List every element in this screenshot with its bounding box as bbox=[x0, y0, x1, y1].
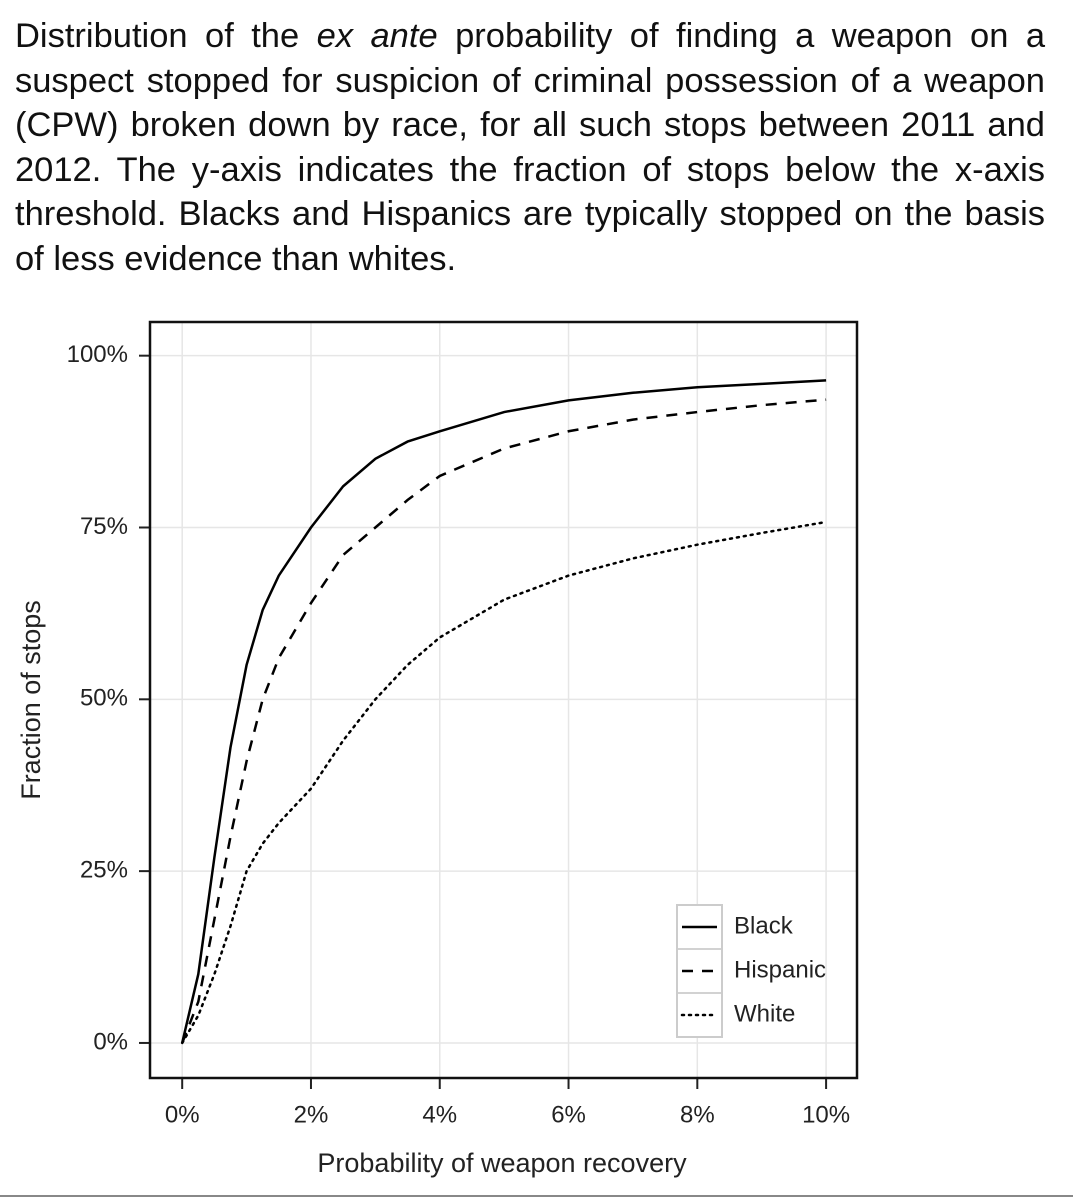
y-tick-label: 0% bbox=[93, 1028, 128, 1055]
x-tick-label: 6% bbox=[551, 1101, 586, 1128]
y-tick-label: 75% bbox=[80, 513, 128, 540]
caption-text: Distribution of the bbox=[15, 17, 317, 55]
y-axis-title: Fraction of stops bbox=[16, 600, 46, 800]
caption: Distribution of the ex ante probability … bbox=[15, 14, 1045, 282]
caption-italic: ex ante bbox=[316, 17, 438, 55]
x-tick-label: 2% bbox=[294, 1101, 329, 1128]
series-line bbox=[180, 379, 827, 1044]
legend-key bbox=[676, 992, 723, 1038]
x-tick-label: 10% bbox=[802, 1101, 850, 1128]
legend-label: Black bbox=[734, 912, 794, 939]
x-tick-label: 4% bbox=[422, 1101, 457, 1128]
series-line bbox=[181, 398, 827, 1044]
legend-label: Hispanic bbox=[734, 956, 826, 983]
y-tick-label: 25% bbox=[80, 856, 128, 883]
x-axis-title: Probability of weapon recovery bbox=[317, 1148, 687, 1178]
series-line bbox=[180, 520, 828, 1045]
y-tick-label: 100% bbox=[67, 341, 128, 368]
caption-text: probability of finding a weapon on a sus… bbox=[15, 17, 1046, 278]
x-tick-label: 8% bbox=[680, 1101, 715, 1128]
y-tick-label: 50% bbox=[80, 685, 128, 712]
x-tick-label: 0% bbox=[165, 1101, 200, 1128]
legend-label: White bbox=[734, 1000, 795, 1027]
plot-border bbox=[148, 320, 859, 1080]
